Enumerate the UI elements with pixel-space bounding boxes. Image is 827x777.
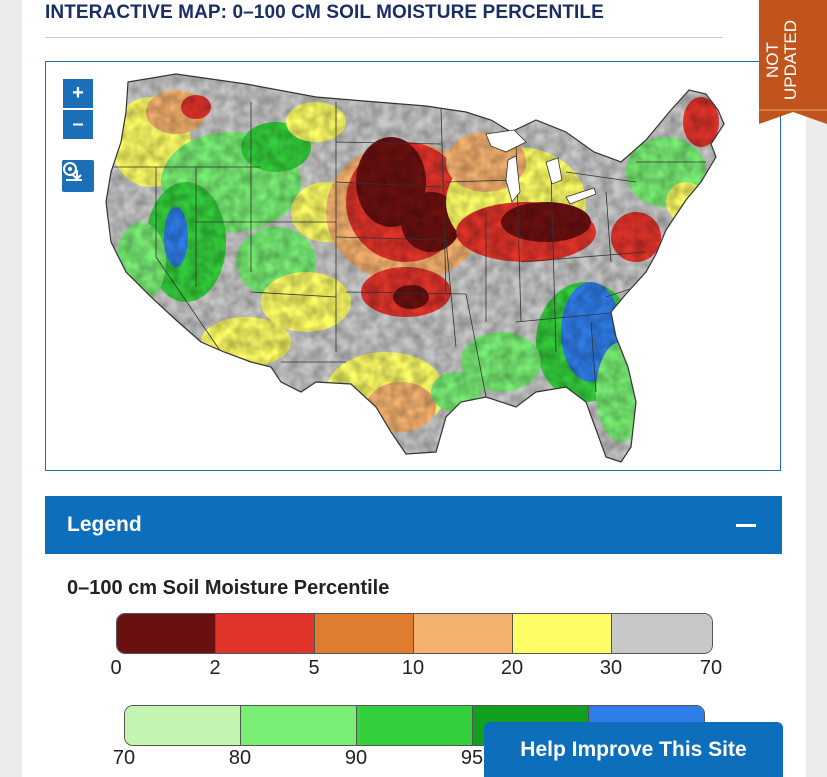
swatch-20-30 bbox=[513, 614, 612, 653]
zoom-out-button[interactable]: – bbox=[62, 109, 94, 140]
swatch-5-10 bbox=[315, 614, 414, 653]
swatch-70-80 bbox=[125, 706, 241, 745]
scale-title: 0–100 cm Soil Moisture Percentile bbox=[67, 577, 390, 599]
swatch-30-70 bbox=[612, 614, 712, 653]
minus-icon[interactable] bbox=[736, 524, 756, 527]
legend-toggle[interactable]: Legend bbox=[45, 496, 782, 554]
title-divider bbox=[45, 37, 723, 38]
ribbon-label: NOT UPDATED bbox=[763, 20, 800, 100]
help-improve-button[interactable]: Help Improve This Site bbox=[484, 722, 783, 777]
dry-label-4: 20 bbox=[500, 657, 524, 679]
legend-title: Legend bbox=[67, 513, 142, 536]
swatch-90-95 bbox=[357, 706, 473, 745]
wet-label-0: 70 bbox=[112, 747, 136, 769]
soil-moisture-map[interactable]: + – bbox=[45, 61, 781, 471]
dry-label-0: 0 bbox=[110, 657, 122, 679]
swatch-0-2 bbox=[117, 614, 216, 653]
dry-label-1: 2 bbox=[209, 657, 221, 679]
dry-label-3: 10 bbox=[401, 657, 425, 679]
dry-label-5: 30 bbox=[599, 657, 623, 679]
swatch-2-5 bbox=[216, 614, 315, 653]
wet-label-3: 95 bbox=[460, 747, 484, 769]
swatch-10-20 bbox=[414, 614, 513, 653]
swatch-80-90 bbox=[241, 706, 357, 745]
dry-label-6: 70 bbox=[699, 657, 723, 679]
zoom-in-button[interactable]: + bbox=[62, 78, 94, 109]
lake-michigan bbox=[505, 155, 521, 203]
download-image-icon bbox=[63, 162, 82, 181]
lake-erie bbox=[565, 187, 597, 205]
export-map-button[interactable] bbox=[62, 160, 94, 192]
wet-label-2: 90 bbox=[344, 747, 368, 769]
dry-scale bbox=[116, 613, 713, 654]
soil-moisture-raster bbox=[106, 74, 724, 462]
lake-superior bbox=[485, 129, 527, 153]
us-map-svg[interactable] bbox=[46, 62, 781, 471]
lake-huron bbox=[545, 157, 563, 185]
dry-label-2: 5 bbox=[308, 657, 320, 679]
page-title: INTERACTIVE MAP: 0–100 CM SOIL MOISTURE … bbox=[45, 2, 604, 23]
not-updated-ribbon bbox=[759, 0, 827, 124]
wet-label-1: 80 bbox=[228, 747, 252, 769]
